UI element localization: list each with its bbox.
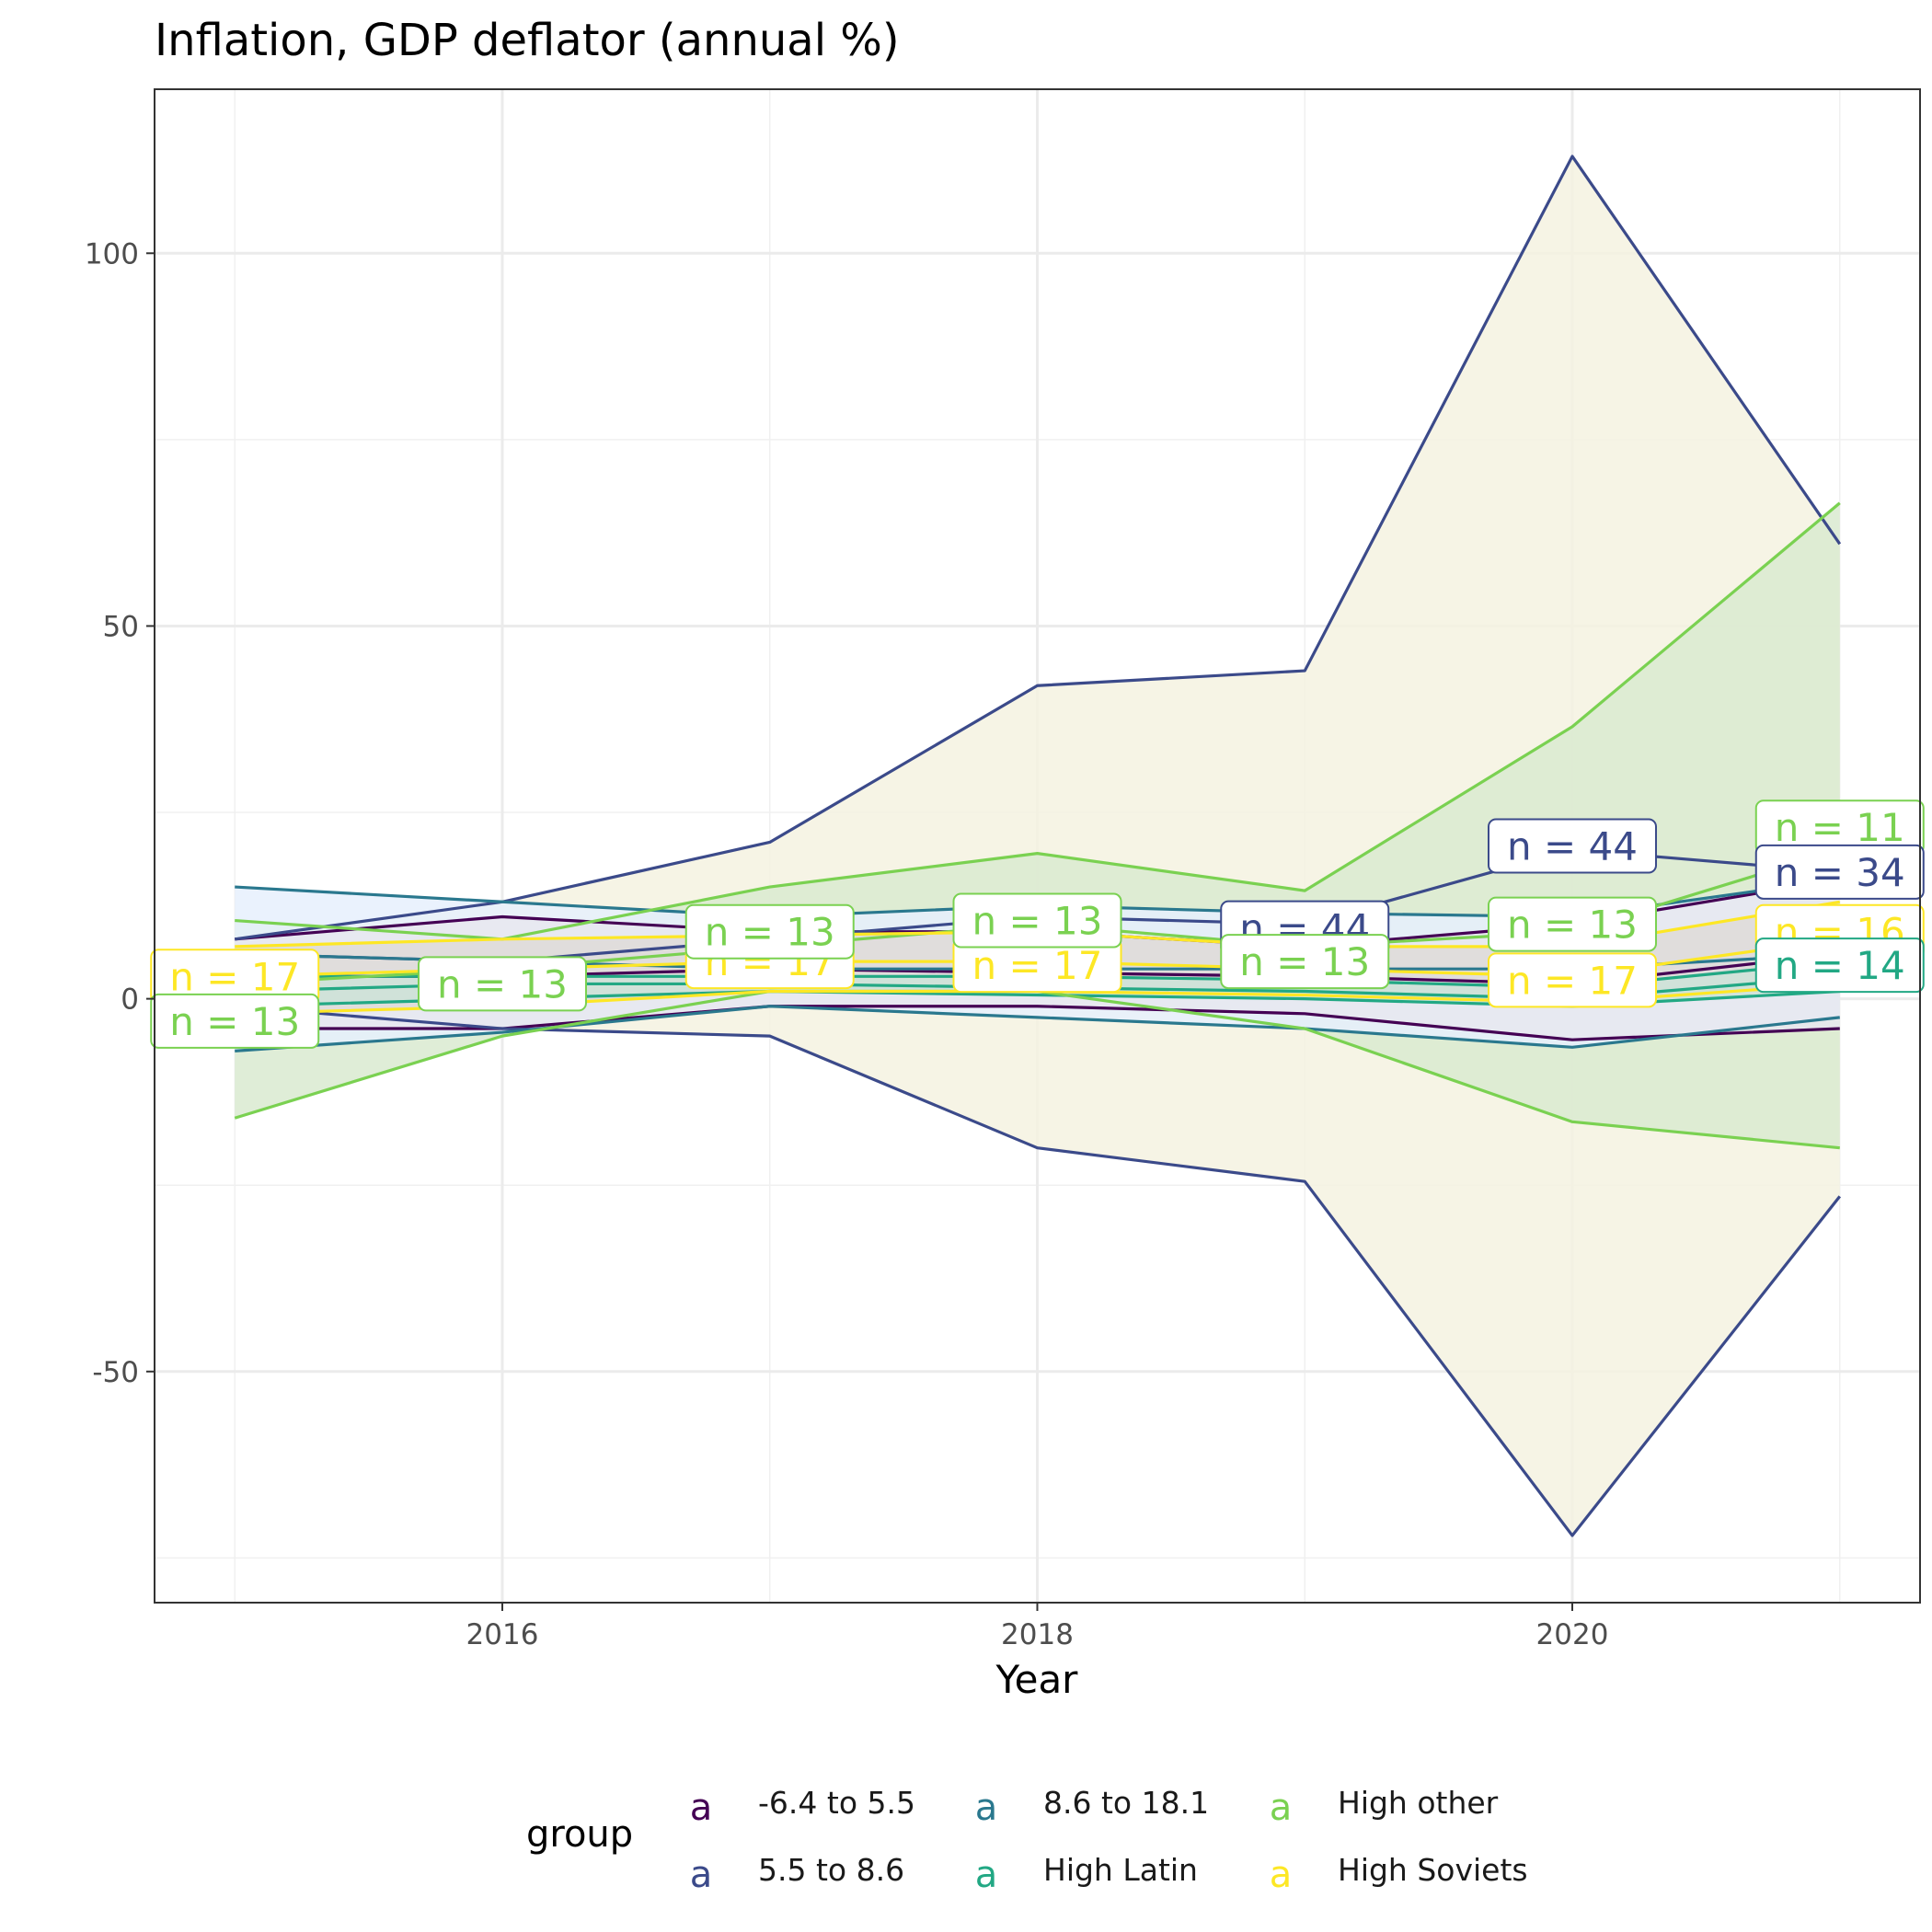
n-label-box xyxy=(952,892,1122,949)
x-tick-label: 2016 xyxy=(466,1618,539,1651)
n-label-text: n = 13 xyxy=(1239,939,1370,984)
n-label-box xyxy=(684,903,855,960)
legend-label: High Latin xyxy=(1043,1852,1198,1888)
legend-key: a xyxy=(1270,1854,1293,1896)
n-label: n = 17 xyxy=(952,937,1122,994)
n-label: n = 13 xyxy=(1220,934,1390,990)
n-label-text: n = 13 xyxy=(1507,903,1638,948)
n-label: n = 13 xyxy=(1488,896,1658,952)
legend-key: a xyxy=(975,1787,998,1829)
n-label-text: n = 14 xyxy=(1775,943,1905,988)
n-label-text: n = 13 xyxy=(169,999,300,1044)
x-tick-label: 2018 xyxy=(1001,1618,1074,1651)
n-label: n = 13 xyxy=(952,892,1122,949)
legend-entry: a High Soviets xyxy=(1270,1852,1528,1896)
legend-label: High Soviets xyxy=(1338,1852,1528,1888)
n-label: n = 11 xyxy=(1754,799,1925,856)
n-label-text: n = 13 xyxy=(705,910,835,955)
n-label: n = 13 xyxy=(417,956,587,1012)
y-tick-label: 50 xyxy=(103,610,139,643)
legend-label: 8.6 to 18.1 xyxy=(1043,1785,1209,1821)
legend-key: a xyxy=(975,1854,998,1896)
n-label-text: n = 11 xyxy=(1775,805,1905,850)
n-label-text: n = 17 xyxy=(1507,958,1638,1003)
legend-key: a xyxy=(1270,1787,1293,1829)
n-label-text: n = 13 xyxy=(437,961,568,1006)
n-label-text: n = 44 xyxy=(1507,824,1638,869)
n-label-box xyxy=(1754,937,1925,994)
y-tick-label: 0 xyxy=(121,983,139,1017)
n-label-box xyxy=(417,956,587,1012)
n-label-box xyxy=(150,993,320,1049)
legend-key: a xyxy=(690,1854,713,1896)
y-axis: -50 0 50 100 xyxy=(85,237,155,1389)
legend-title: group xyxy=(526,1813,633,1856)
y-tick-label: -50 xyxy=(92,1356,139,1389)
chart-title: Inflation, GDP deflator (annual %) xyxy=(155,15,900,66)
legend-entry: a 8.6 to 18.1 xyxy=(975,1785,1209,1829)
x-axis: 2016 2018 2020 xyxy=(466,1603,1609,1651)
n-label-box xyxy=(1488,818,1658,874)
n-labels: n = 17n = 13n = 13 n = 17n = 13n = 17n = … xyxy=(150,799,1925,1049)
n-label: n = 14 xyxy=(1754,937,1925,994)
legend-label: High other xyxy=(1338,1785,1499,1821)
legend-label: 5.5 to 8.6 xyxy=(758,1852,904,1888)
legend-entry: a 5.5 to 8.6 xyxy=(690,1852,904,1896)
y-tick-label: 100 xyxy=(85,237,139,270)
n-label-text: n = 17 xyxy=(169,954,300,999)
series-lower-line-1 xyxy=(235,1005,1842,1537)
n-label: n = 13 xyxy=(150,993,320,1049)
n-label-box xyxy=(1220,934,1390,990)
legend-entry: a High Latin xyxy=(975,1852,1198,1896)
n-label: n = 17 xyxy=(1488,952,1658,1008)
legend: group a -6.4 to 5.5 a 5.5 to 8.6 a 8.6 to 18.… xyxy=(526,1785,1528,1896)
legend-entry: a High other xyxy=(1270,1785,1499,1829)
n-label: n = 34 xyxy=(1754,844,1925,900)
n-label-box xyxy=(1488,952,1658,1008)
legend-entry: a -6.4 to 5.5 xyxy=(690,1785,915,1829)
n-label: n = 13 xyxy=(684,903,855,960)
series-lower-line-2 xyxy=(235,1005,1840,1052)
legend-key: a xyxy=(690,1787,713,1829)
n-label-text: n = 13 xyxy=(972,899,1103,944)
ribbon-1 xyxy=(235,155,1840,1536)
n-label: n = 44 xyxy=(1488,818,1658,874)
n-label-text: n = 34 xyxy=(1775,850,1905,895)
n-label: n = 17 xyxy=(150,949,320,1005)
x-axis-title: Year xyxy=(995,1657,1079,1702)
x-tick-label: 2020 xyxy=(1536,1618,1609,1651)
n-label-box xyxy=(1488,896,1658,952)
legend-label: -6.4 to 5.5 xyxy=(758,1785,915,1821)
n-label-text: n = 17 xyxy=(972,943,1103,988)
n-label-box xyxy=(1754,844,1925,900)
